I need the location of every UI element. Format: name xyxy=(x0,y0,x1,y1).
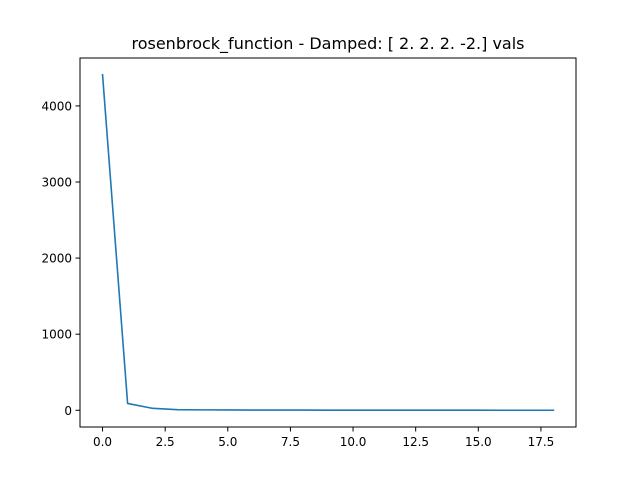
y-tick-label: 4000 xyxy=(41,99,72,113)
series-line xyxy=(101,73,555,412)
x-tick-label: 7.5 xyxy=(281,435,300,449)
x-axis: 0.0 2.5 5.0 7.5 10.0 12.5 15.0 17.5 xyxy=(93,427,554,449)
x-tick-label: 12.5 xyxy=(402,435,429,449)
x-tick-label: 0.0 xyxy=(93,435,112,449)
axes-frame xyxy=(79,57,577,428)
plot-series xyxy=(101,73,555,412)
x-tick-label: 5.0 xyxy=(218,435,237,449)
y-tick-label: 1000 xyxy=(41,328,72,342)
y-tick-label: 0 xyxy=(64,404,72,418)
y-tick-label: 3000 xyxy=(41,176,72,190)
x-tick-label: 2.5 xyxy=(156,435,175,449)
y-tick-label: 2000 xyxy=(41,252,72,266)
chart-title: rosenbrock_function - Damped: [ 2. 2. 2.… xyxy=(131,34,524,54)
x-tick-label: 17.5 xyxy=(528,435,555,449)
x-tick-label: 15.0 xyxy=(465,435,492,449)
y-axis: 0 1000 2000 3000 4000 xyxy=(41,99,80,418)
x-tick-label: 10.0 xyxy=(340,435,367,449)
